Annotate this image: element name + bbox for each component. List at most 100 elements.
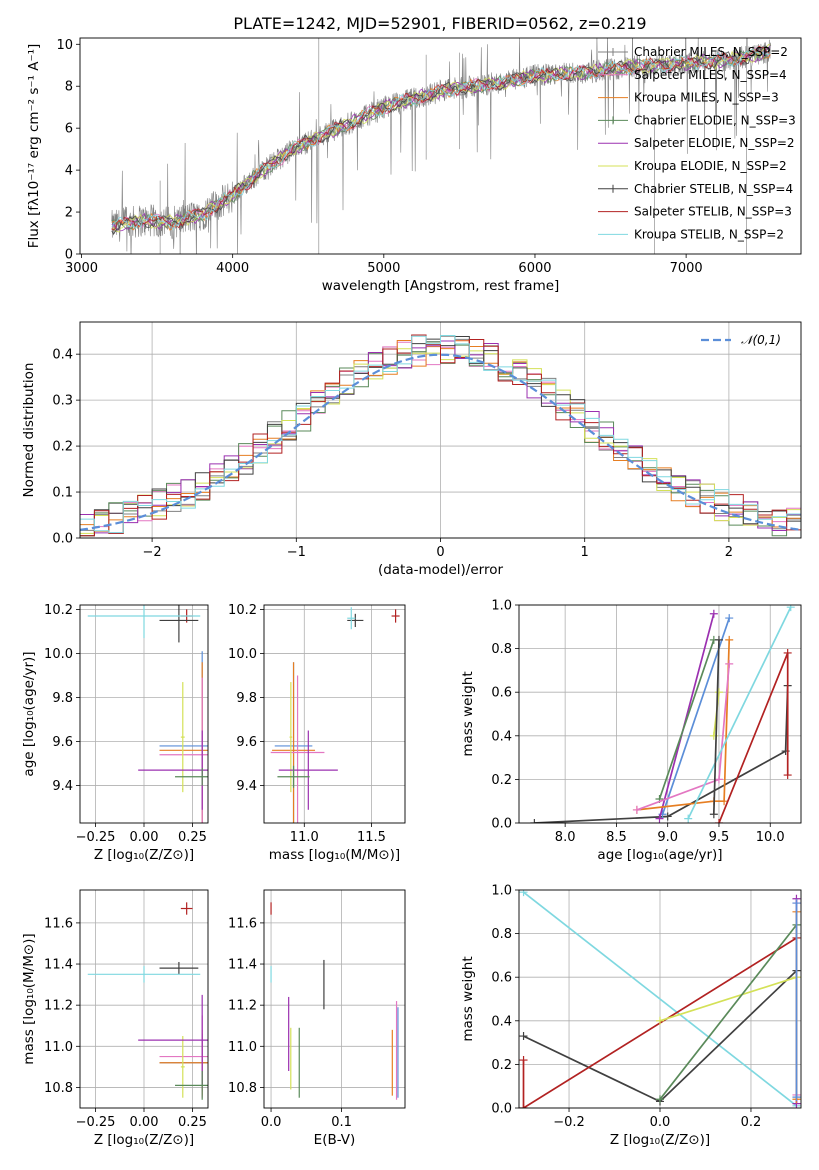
y-tick-label-4: 10.2 [44,603,73,618]
y-tick-label-2: 0.4 [491,1014,512,1029]
y-tick-label-3: 0.6 [491,686,512,701]
x-tick-label-1: −1 [287,545,306,560]
weight-marker-8-0 [714,819,723,823]
weight-marker-1-1 [725,614,734,623]
x-tick-label-4: 2 [725,545,733,560]
weight-line-2 [522,937,797,1108]
y-tick-label-0: 0.0 [491,1102,512,1117]
x-tick-label-4: 7000 [670,261,703,276]
y-tick-label-4: 10.2 [228,603,257,618]
y-tick-label-4: 0.4 [52,348,73,363]
x-tick-label-3: 9.5 [709,830,730,845]
y-tick-label-2: 0.2 [52,440,73,455]
weight-marker-7-1 [786,605,795,612]
y-tick-label-0: 9.4 [236,779,257,794]
legend-label-1: Salpeter MILES, N_SSP=4 [634,68,787,82]
y-tick-label-1: 11.0 [44,1040,73,1055]
y-tick-label-2: 9.8 [52,691,73,706]
weight-marker-5-0 [632,805,641,814]
y-tick-label-2: 11.2 [44,999,73,1014]
normal-reference-curve [80,353,801,531]
y-axis-label: mass weight [460,671,476,756]
axes-frame [79,37,802,255]
plot-area-age-vs-mass [270,607,400,823]
weight-line-9 [712,639,720,815]
y-tick-label-0: 10.8 [44,1081,73,1096]
weight-line-3 [658,639,715,800]
panel-age-vs-Z: −0.25 0.00 0.25 9.4 9.6 9.8 10.0 10.2 Z [log₁₀(Z… [21,603,209,863]
x-axis-label: age [log₁₀(age/yr)] [597,847,722,863]
panel-mass-weight-vs-age: 8.0 8.5 9.0 9.5 10.0 0.0 0.2 0.4 0.6 0.8 1.0 age [l… [460,599,802,863]
y-tick-label-3: 10.0 [228,647,257,662]
y-tick-label-5: 10 [56,38,73,53]
weight-marker-0-0 [519,890,528,897]
plot-area-spectrum [111,38,772,254]
weight-marker-9-0 [709,810,718,819]
weight-line-7 [687,606,792,819]
y-tick-label-3: 10.0 [44,647,73,662]
x-axis-label: Z [log₁₀(Z/Z⊙)] [610,1132,710,1148]
legend-label-normal: 𝒩(0,1) [741,333,781,347]
legend-label-8: Kroupa STELIB, N_SSP=2 [634,227,784,241]
panel-residuals: 𝒩(0,1) −2 −1 0 1 2 0.0 0.1 0.2 0.3 0.4 (data-model)… [21,321,802,578]
y-axis-label: age [log₁₀(age/yr)] [21,651,37,776]
legend-label-5: Kroupa ELODIE, N_SSP=2 [634,159,787,173]
x-tick-label-2: 0.25 [178,830,207,845]
weight-marker-4-3 [725,635,734,644]
chart-panels: Chabrier MILES, N_SSP=2 Salpeter MILES, N… [21,37,802,1148]
x-tick-label-2: 9.0 [657,830,678,845]
y-tick-label-0: 10.8 [228,1081,257,1096]
x-tick-label-0: 8.0 [555,830,576,845]
x-tick-label-0: −0.25 [76,830,116,845]
weight-line-0 [522,891,798,1107]
x-tick-label-2: 0 [436,545,444,560]
weight-marker-3-0 [656,1016,664,1025]
y-tick-label-3: 11.4 [228,958,257,973]
y-tick-label-0: 9.4 [52,779,73,794]
weight-marker-8-1 [792,899,801,908]
panel-age-vs-mass: 11.0 11.5 9.4 9.6 9.8 10.0 10.2 mass [log₁₀(M/M… [228,603,406,863]
x-tick-label-2: 5000 [367,261,400,276]
weight-marker-9-1 [714,635,723,644]
x-tick-label-4: 10.0 [756,830,785,845]
axes-frame [518,604,802,824]
legend-label-7: Salpeter STELIB, N_SSP=3 [634,205,792,219]
plot-area-mass-vs-EBV [270,902,399,1100]
model-line-7 [111,45,771,231]
y-axis-label: Flux [fλ10⁻¹⁷ erg cm⁻² s⁻¹ A⁻¹] [26,44,42,249]
plot-area-age-vs-Z [87,605,208,823]
y-tick-label-1: 0.2 [491,1058,512,1073]
x-axis-label: Z [log₁₀(Z/Z⊙)] [94,847,194,863]
weight-line-0 [534,685,789,823]
legend-label-0: Chabrier MILES, N_SSP=2 [634,45,788,59]
weight-marker-8-2 [783,771,792,780]
x-tick-label-1: 0.1 [331,1115,352,1130]
y-tick-label-3: 6 [65,122,73,137]
weight-marker-4-2 [720,797,729,806]
weight-marker-0-0 [530,819,539,823]
axes-frame [263,889,406,1109]
y-tick-label-4: 0.8 [491,642,512,657]
weight-marker-7-0 [684,814,693,823]
weight-marker-5-1 [714,775,723,784]
y-tick-label-2: 9.8 [236,691,257,706]
x-axis-label: E(B-V) [314,1132,356,1148]
weight-line-8 [718,652,789,823]
x-tick-label-1: 0.00 [130,830,159,845]
weight-marker-0-1 [663,812,672,821]
y-tick-label-5: 1.0 [491,884,512,899]
y-axis-label: mass weight [460,956,476,1041]
weight-line-4 [636,639,731,811]
x-tick-label-3: 6000 [518,261,551,276]
y-tick-label-1: 9.6 [52,735,73,750]
model-line-5 [111,43,771,233]
weight-marker-2-1 [519,1104,528,1108]
x-tick-label-1: 0.00 [130,1115,159,1130]
x-tick-label-1: 8.5 [606,830,627,845]
x-axis-label: wavelength [Angstrom, rest frame] [322,278,560,294]
x-tick-label-1: 11.5 [357,830,386,845]
y-tick-label-2: 11.2 [228,999,257,1014]
weight-line-3 [659,976,797,1022]
legend-label-4: Salpeter ELODIE, N_SSP=2 [634,136,795,150]
